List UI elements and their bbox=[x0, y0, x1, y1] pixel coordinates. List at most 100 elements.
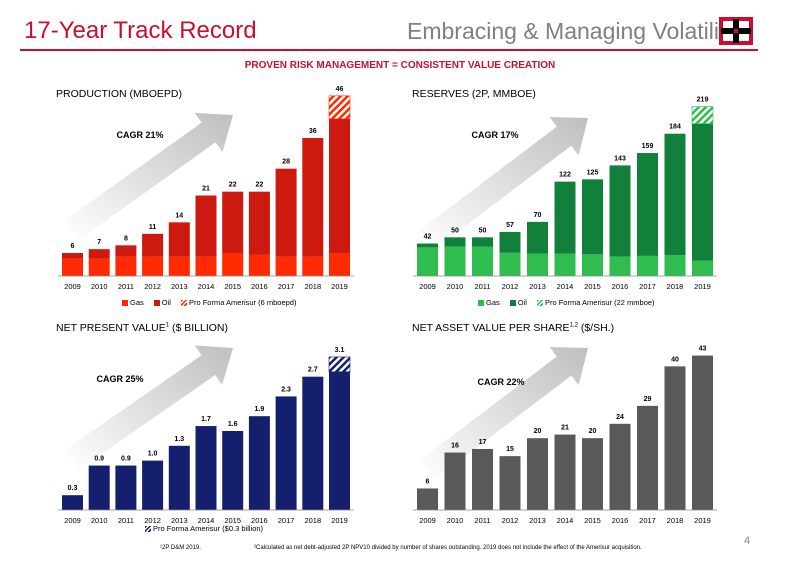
x-tick-label: 2016 bbox=[612, 516, 629, 525]
x-tick-label: 2012 bbox=[502, 516, 519, 525]
data-label: 8 bbox=[124, 235, 128, 242]
x-tick-label: 2015 bbox=[224, 282, 241, 291]
footnote-1: ¹2P D&M 2019. bbox=[160, 545, 201, 551]
x-tick-label: 2017 bbox=[278, 516, 295, 525]
bar-segment bbox=[582, 179, 603, 255]
bar-segment bbox=[417, 247, 438, 276]
page-subtitle: Embracing & Managing Volatility bbox=[407, 18, 737, 44]
bar-segment bbox=[275, 168, 297, 257]
bar-segment bbox=[168, 222, 190, 257]
bar-segment bbox=[88, 258, 110, 276]
data-label: 184 bbox=[669, 124, 681, 131]
trend-arrow-icon bbox=[419, 346, 588, 480]
x-tick-label: 2019 bbox=[331, 282, 348, 291]
x-tick-label: 2019 bbox=[694, 282, 711, 291]
x-tick-label: 2012 bbox=[144, 282, 161, 291]
bar-segment bbox=[637, 153, 658, 256]
reserves-legend: Gas Oil Pro Forma Amerisur (22 mmboe) bbox=[478, 298, 661, 307]
x-tick-label: 2015 bbox=[224, 516, 241, 525]
bar-segment bbox=[248, 416, 270, 510]
footnote-2: ²Calculated as net debt-adjusted 2P NPV1… bbox=[254, 545, 642, 551]
data-label: 2.7 bbox=[308, 367, 318, 374]
data-label: 0.9 bbox=[121, 456, 131, 463]
data-label: 7 bbox=[97, 239, 101, 246]
header-divider bbox=[20, 49, 758, 51]
bar-segment bbox=[692, 355, 713, 510]
bar-segment bbox=[168, 445, 190, 510]
data-label: 20 bbox=[589, 428, 597, 435]
data-label: 29 bbox=[644, 396, 652, 403]
bar-segment bbox=[554, 253, 576, 276]
data-label: 3.1 bbox=[335, 347, 345, 354]
bar-segment bbox=[527, 438, 548, 510]
data-label: 21 bbox=[561, 425, 569, 432]
legend-item-gas: Gas bbox=[122, 298, 144, 307]
cagr-label: CAGR 22% bbox=[477, 377, 524, 387]
bar-segment bbox=[302, 138, 324, 257]
bar-segment bbox=[554, 434, 576, 510]
data-label: 0.9 bbox=[94, 456, 104, 463]
data-label: 20 bbox=[534, 428, 542, 435]
x-tick-label: 2009 bbox=[64, 516, 81, 525]
bar-segment bbox=[692, 123, 713, 261]
bar-segment bbox=[329, 253, 350, 276]
bar-segment bbox=[637, 255, 658, 276]
data-label: 122 bbox=[559, 172, 571, 179]
x-tick-label: 2016 bbox=[612, 282, 629, 291]
bar-segment bbox=[582, 254, 603, 276]
data-label: 1.6 bbox=[228, 421, 238, 428]
data-label: 1.7 bbox=[201, 416, 211, 423]
reserves-title: RESERVES (2P, MMBOE) bbox=[412, 88, 536, 100]
page-title: 17-Year Track Record bbox=[24, 17, 257, 44]
data-label: 159 bbox=[642, 143, 654, 150]
x-tick-label: 2015 bbox=[584, 282, 601, 291]
bar-segment bbox=[168, 256, 190, 276]
data-label: 1.3 bbox=[174, 436, 184, 443]
x-tick-label: 2009 bbox=[419, 516, 436, 525]
bar-segment bbox=[62, 253, 83, 259]
cagr-label: CAGR 21% bbox=[116, 130, 163, 140]
x-tick-label: 2010 bbox=[447, 516, 464, 525]
data-label: 57 bbox=[506, 222, 514, 229]
x-tick-label: 2013 bbox=[171, 282, 188, 291]
legend-item-pro-forma: Pro Forma Amerisur ($0.3 billion) bbox=[145, 524, 263, 533]
bar-segment bbox=[328, 95, 351, 120]
x-tick-label: 2011 bbox=[118, 516, 134, 525]
bar-segment bbox=[115, 245, 137, 257]
data-label: 125 bbox=[587, 169, 599, 176]
bar-segment bbox=[142, 460, 164, 510]
bar-segment bbox=[195, 426, 217, 510]
legend-item-oil: Oil bbox=[509, 298, 527, 307]
bar-segment bbox=[275, 396, 297, 510]
bar-segment bbox=[195, 256, 217, 276]
bar-segment bbox=[527, 253, 548, 276]
data-label: 70 bbox=[534, 212, 542, 219]
bar-segment bbox=[691, 106, 714, 124]
bar-segment bbox=[664, 133, 686, 256]
data-label: 16 bbox=[451, 443, 459, 450]
bar-segment bbox=[582, 438, 603, 510]
x-tick-label: 2016 bbox=[251, 516, 268, 525]
bar-segment bbox=[692, 260, 713, 276]
data-label: 22 bbox=[229, 182, 237, 189]
data-label: 15 bbox=[506, 446, 514, 453]
data-label: 22 bbox=[256, 182, 264, 189]
trend-arrow-icon bbox=[65, 112, 233, 240]
bar-segment bbox=[142, 256, 164, 276]
npv-legend: Pro Forma Amerisur ($0.3 billion) bbox=[145, 524, 269, 533]
trend-arrow-icon bbox=[419, 116, 588, 250]
production-legend: Gas Oil Pro Forma Amerisur (6 mboepd) bbox=[122, 298, 302, 307]
x-tick-label: 2018 bbox=[304, 282, 321, 291]
x-tick-label: 2015 bbox=[584, 516, 601, 525]
npv-title: NET PRESENT VALUE1 ($ BILLION) bbox=[56, 322, 228, 334]
data-label: 1.9 bbox=[255, 406, 265, 413]
bar-segment bbox=[142, 233, 164, 257]
trend-arrow-icon bbox=[65, 345, 234, 470]
x-tick-label: 2014 bbox=[198, 282, 215, 291]
bar-segment bbox=[222, 431, 244, 510]
bar-segment bbox=[554, 181, 576, 254]
x-tick-label: 2017 bbox=[639, 516, 656, 525]
bar-segment bbox=[88, 465, 110, 510]
x-tick-label: 2012 bbox=[144, 516, 161, 525]
data-label: 14 bbox=[175, 212, 183, 219]
